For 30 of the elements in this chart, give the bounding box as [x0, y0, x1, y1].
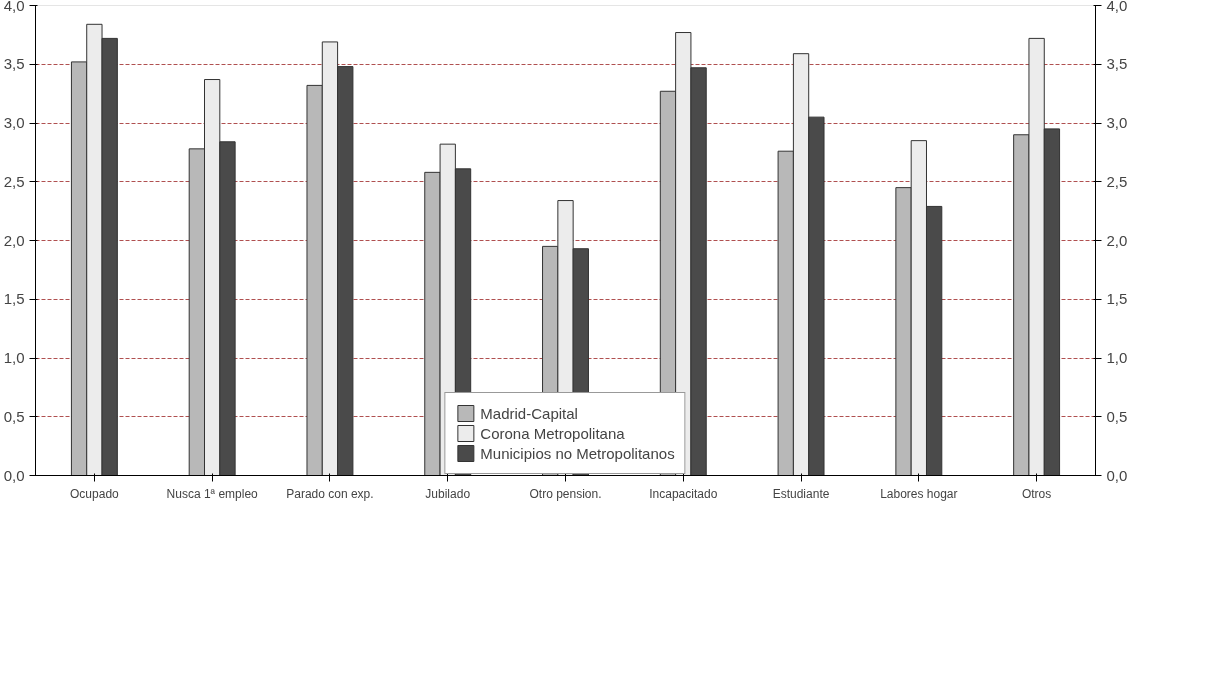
x-tick-label: Estudiante — [772, 486, 830, 501]
x-tick-label: Otros — [1021, 486, 1052, 501]
y2-tick-label: 0,0 — [1106, 466, 1128, 484]
x-tick-label: Nusca 1ª empleo — [166, 486, 259, 501]
y2-tick-label: 3,0 — [1106, 114, 1128, 131]
legend-label: Madrid-Capital — [480, 404, 578, 422]
y-tick-label: 3,5 — [3, 55, 25, 73]
y2-tick-label: 1,0 — [1106, 349, 1128, 366]
y-tick-label: 1,0 — [3, 349, 25, 366]
y-tick-label: 2,5 — [3, 172, 25, 190]
x-tick-label: Incapacitado — [649, 486, 718, 501]
y-tick-label: 1,5 — [3, 290, 25, 308]
y-tick-label: 3,0 — [3, 114, 25, 131]
x-tick-label: Ocupado — [70, 486, 120, 501]
y2-tick-label: 2,5 — [1106, 172, 1128, 190]
y2-tick-label: 2,0 — [1106, 231, 1128, 249]
legend-label: Corona Metropolitana — [480, 424, 625, 442]
y-tick-label: 0,5 — [3, 407, 25, 425]
legend-label: Municipios no Metropolitanos — [480, 444, 675, 462]
x-tick-label: Otro pension. — [529, 486, 602, 501]
y2-tick-label: 3,5 — [1106, 55, 1128, 73]
x-tick-label: Labores hogar — [880, 486, 958, 501]
y-tick-label: 0,0 — [3, 466, 25, 484]
y2-tick-label: 1,5 — [1106, 290, 1128, 308]
x-tick-label: Jubilado — [425, 486, 471, 501]
y-tick-label: 2,0 — [3, 231, 25, 249]
x-tick-label: Parado con exp. — [286, 486, 374, 501]
y2-tick-label: 4,0 — [1106, 0, 1128, 14]
y2-tick-label: 0,5 — [1106, 407, 1128, 425]
y-tick-label: 4,0 — [3, 0, 25, 14]
